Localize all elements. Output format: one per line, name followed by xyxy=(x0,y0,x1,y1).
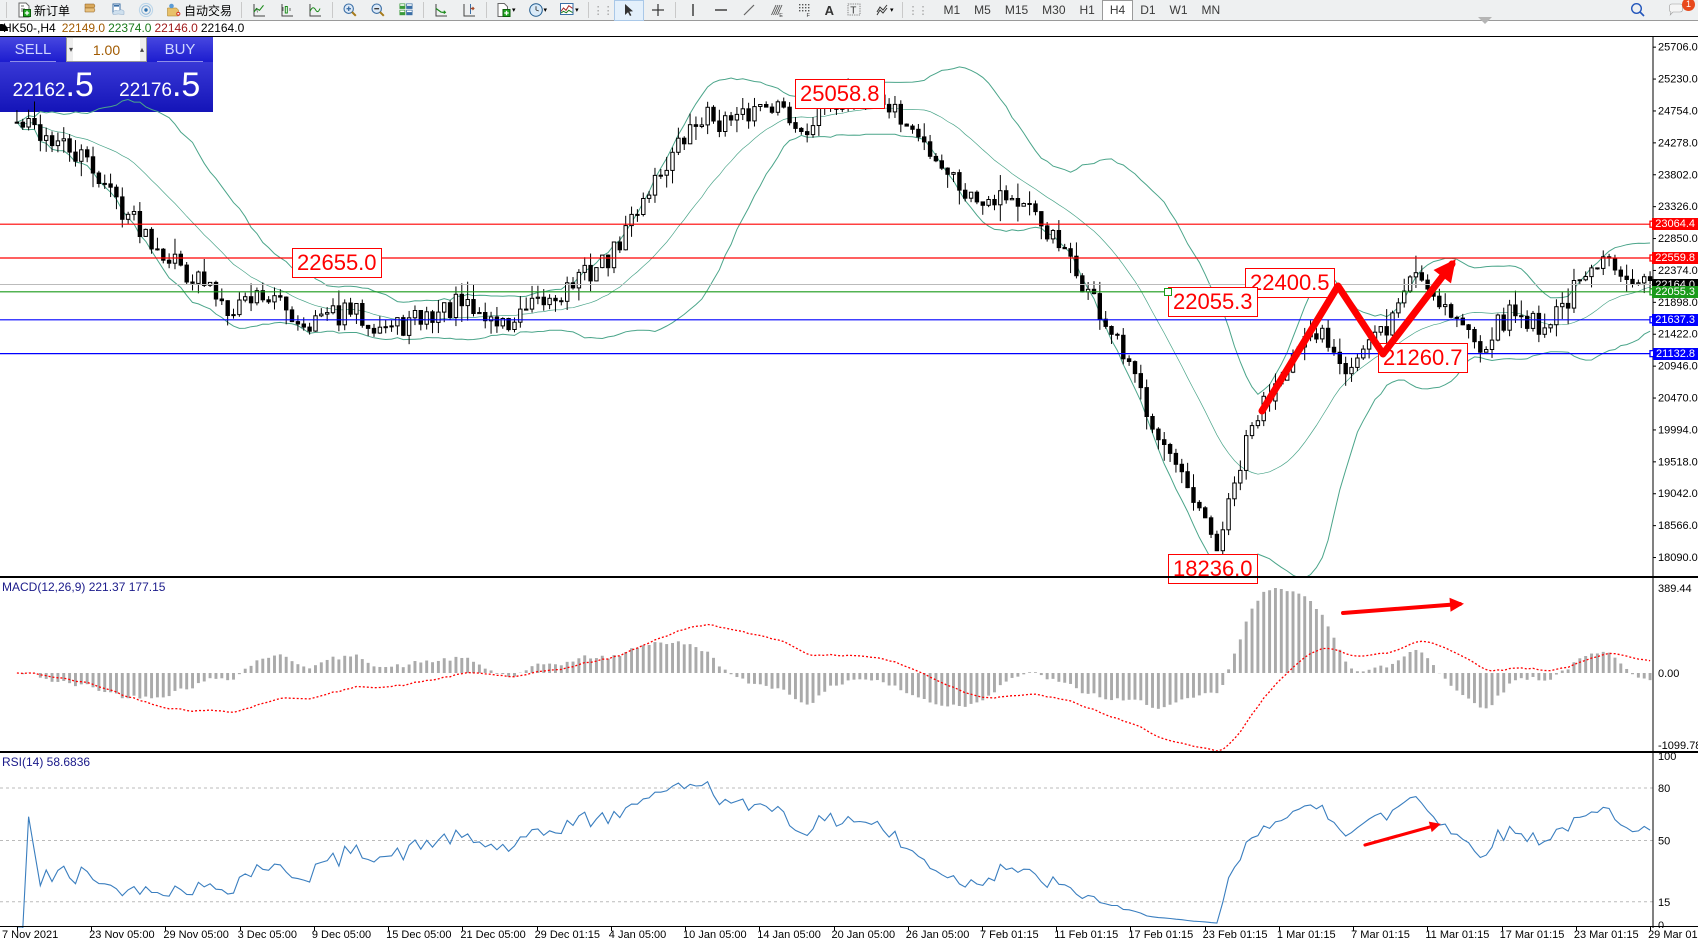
svg-text:F: F xyxy=(806,13,810,18)
svg-text:T: T xyxy=(850,6,856,17)
svg-text:E: E xyxy=(779,13,783,18)
